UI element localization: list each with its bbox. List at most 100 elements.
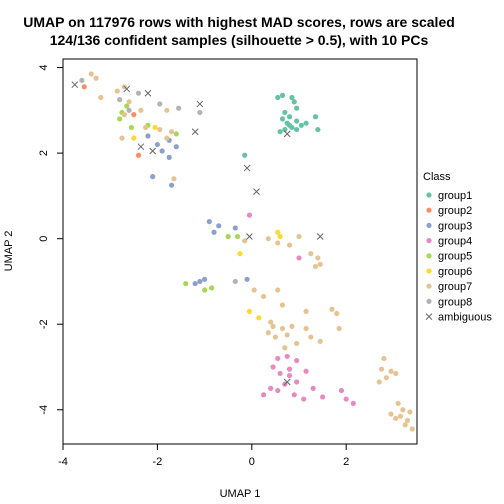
group1-point [277, 129, 283, 135]
legend-key-group8 [426, 298, 432, 304]
group5-point [235, 233, 241, 240]
x-axis-label: UMAP 1 [220, 488, 261, 500]
group7-point [88, 71, 94, 77]
group7-point [303, 325, 309, 332]
ambiguous-point [246, 233, 253, 240]
group5-point [209, 285, 215, 291]
group8-point [79, 77, 85, 83]
group7-point [164, 107, 170, 113]
ambiguous-point [123, 85, 131, 93]
group8-point [117, 97, 123, 103]
legend-key-group7 [426, 283, 432, 289]
group4-point [296, 255, 302, 261]
group7-point [404, 417, 411, 424]
legend-title: Class [423, 171, 451, 183]
group7-point [303, 308, 309, 314]
ambiguous-point [283, 378, 291, 386]
group5-point [117, 116, 123, 122]
group1-point [282, 126, 288, 133]
group1-point [275, 94, 281, 101]
data-points [71, 71, 415, 432]
group4-point [301, 396, 307, 402]
group7-point [393, 415, 399, 421]
x-tick-label: 2 [343, 456, 349, 468]
group5-point [225, 233, 231, 240]
legend-label-group7: group7 [438, 281, 472, 293]
group4-point [286, 372, 293, 379]
group8-point [197, 109, 203, 116]
plot-frame [62, 58, 418, 445]
group4-point [294, 379, 300, 385]
chart-title-line-2: 124/136 confident samples (silhouette > … [50, 32, 429, 48]
group6-point [277, 233, 283, 240]
group7-point [395, 400, 401, 406]
y-axis-label: UMAP 2 [3, 231, 15, 272]
legend-key-group2 [426, 207, 432, 213]
group4-point [268, 385, 274, 391]
legend-label-group4: group4 [438, 235, 472, 247]
group7-point [336, 325, 342, 332]
group7-point [93, 75, 99, 81]
group1-point [294, 105, 300, 111]
group3-point [192, 280, 198, 287]
group4-point [275, 387, 281, 394]
group7-point [383, 375, 389, 381]
group5-point [128, 124, 135, 131]
ambiguous-point [283, 130, 291, 138]
group6-point [237, 251, 243, 257]
group1-point [315, 126, 321, 133]
group6-point [152, 124, 158, 131]
group4-point [286, 366, 293, 372]
group3-point [206, 218, 212, 225]
group2-point [135, 152, 142, 158]
group1-point [279, 116, 286, 122]
group7-point [308, 251, 314, 257]
group7-point [381, 355, 387, 362]
group7-point [265, 330, 271, 336]
group4-point [261, 392, 267, 398]
group5-point [202, 287, 208, 293]
group7-point [279, 302, 286, 308]
group5-point [173, 131, 179, 137]
group7-point [388, 411, 394, 417]
group7-point [409, 426, 415, 432]
group4-point [291, 392, 297, 398]
group7-point [294, 340, 300, 347]
group4-point [338, 387, 345, 394]
group7-point [261, 293, 267, 300]
legend-key-group3 [426, 222, 432, 228]
ambiguous-point [137, 143, 145, 151]
group7-point [275, 240, 281, 246]
x-tick-label: -4 [58, 456, 68, 468]
group3-point [145, 133, 151, 139]
group7-point [308, 334, 314, 340]
group7-point [138, 107, 144, 113]
group4-point [303, 368, 309, 374]
group3-point [197, 278, 203, 285]
y-tick-label: 0 [38, 236, 50, 242]
group4-point [343, 396, 349, 402]
group7-point [114, 88, 120, 94]
x-tick-label: 0 [249, 456, 255, 468]
group6-point [246, 308, 253, 314]
group1-point [298, 122, 304, 128]
group1-point [242, 152, 248, 158]
group7-point [334, 310, 340, 317]
group2-point [81, 84, 87, 90]
group5-point [124, 103, 130, 109]
x-tick-label: -2 [153, 456, 163, 468]
group8-point [232, 278, 238, 285]
group7-point [265, 236, 271, 242]
group7-point [98, 94, 104, 101]
group7-point [379, 366, 385, 372]
group3-point [211, 229, 217, 235]
group6-point [275, 229, 281, 235]
group7-point [121, 112, 127, 118]
group4-point [350, 400, 356, 406]
group3-point [216, 223, 222, 229]
group7-point [171, 176, 177, 182]
group1-point [286, 122, 293, 128]
group4-point [277, 370, 283, 377]
ambiguous-point [149, 147, 157, 155]
group6-point [131, 135, 137, 141]
